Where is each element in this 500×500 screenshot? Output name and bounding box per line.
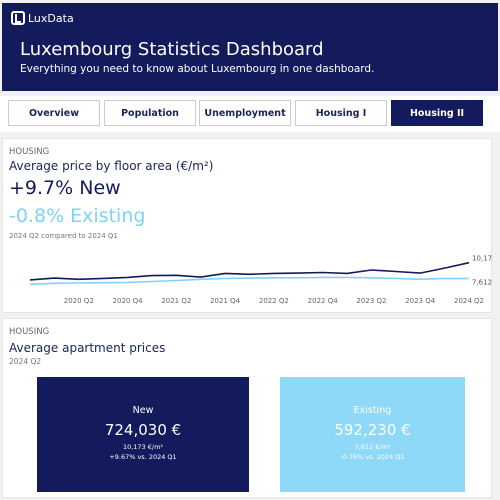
- new-apartments-tile: New 724,030 € 10,173 €/m² +9.67% vs. 202…: [37, 377, 249, 492]
- price-line-chart: 10,173 7,612 2020 Q2 2020 Q4 2021 Q2 2021 Q4 2…: [29, 255, 493, 305]
- x-tick-label: 2020 Q2: [64, 297, 94, 305]
- x-tick-label: 2020 Q4: [113, 297, 144, 305]
- existing-change-kpi: -0.8% Existing: [9, 205, 146, 227]
- period-label: 2024 Q2: [9, 357, 42, 366]
- tab-housing-i[interactable]: Housing I: [295, 100, 387, 126]
- x-tick-label: 2023 Q2: [356, 297, 386, 305]
- new-change-kpi: +9.7% New: [9, 177, 121, 199]
- end-label-existing: 7,612: [472, 279, 492, 287]
- tile-label: New: [132, 405, 154, 416]
- tile-label: Existing: [353, 405, 392, 416]
- series-line-existing: [29, 276, 470, 286]
- section-label: HOUSING: [9, 147, 50, 157]
- section-label: HOUSING: [9, 327, 50, 337]
- x-tick-label: 2021 Q4: [210, 297, 241, 305]
- tile-price-per-sqm: 10,173 €/m²: [122, 443, 164, 451]
- x-tick-label: 2021 Q2: [161, 297, 191, 305]
- page-subtitle: Everything you need to know about Luxemb…: [20, 63, 375, 75]
- tile-change: -0.76% vs. 2024 Q1: [340, 453, 405, 461]
- card-title: Average price by floor area (€/m²): [9, 159, 214, 173]
- logo[interactable]: LuxData: [11, 11, 74, 25]
- tab-unemployment[interactable]: Unemployment: [199, 100, 291, 126]
- series-line-new: [29, 261, 470, 281]
- end-label-new: 10,173: [472, 255, 493, 263]
- x-tick-label: 2022 Q2: [259, 297, 289, 305]
- tab-overview[interactable]: Overview: [8, 100, 100, 126]
- comparison-note: 2024 Q2 compared to 2024 Q1: [9, 232, 118, 240]
- tile-price-per-sqm: 7,612 €/m²: [354, 443, 391, 451]
- logo-text: LuxData: [28, 11, 74, 25]
- x-tick-label: 2024 Q2: [454, 297, 484, 305]
- tile-change: +9.67% vs. 2024 Q1: [109, 453, 177, 461]
- floor-area-card: HOUSING Average price by floor area (€/m…: [2, 138, 493, 313]
- card-title: Average apartment prices: [9, 341, 166, 355]
- tab-bar: Overview Population Unemployment Housing…: [0, 96, 500, 132]
- x-tick-label: 2022 Q4: [308, 297, 339, 305]
- tab-housing-ii[interactable]: Housing II: [391, 100, 483, 126]
- tile-price: 724,030 €: [104, 421, 182, 439]
- page-title: Luxembourg Statistics Dashboard: [20, 39, 324, 60]
- logo-icon: [11, 11, 25, 25]
- header-banner: LuxData Luxembourg Statistics Dashboard …: [2, 3, 498, 91]
- tab-population[interactable]: Population: [104, 100, 196, 126]
- x-tick-label: 2023 Q4: [405, 297, 436, 305]
- tile-price: 592,230 €: [334, 421, 411, 439]
- apartment-prices-card: HOUSING Average apartment prices 2024 Q2…: [2, 318, 492, 498]
- existing-apartments-tile: Existing 592,230 € 7,612 €/m² -0.76% vs.…: [280, 377, 465, 492]
